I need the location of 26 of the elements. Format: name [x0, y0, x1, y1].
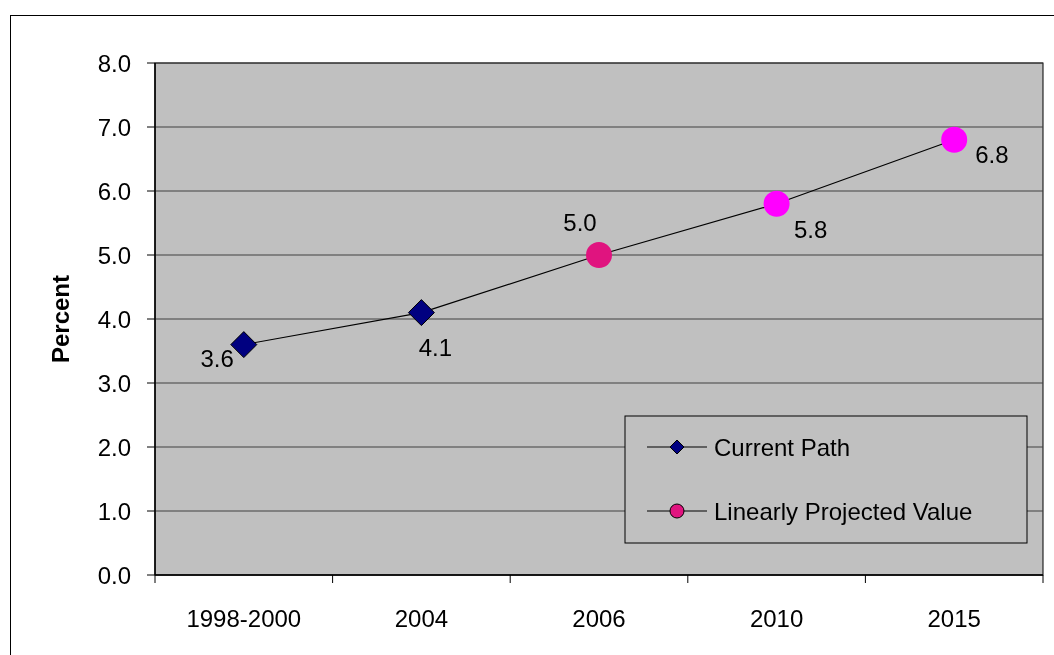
- point: [407, 299, 435, 327]
- y-tick-label: 1.0: [97, 497, 131, 525]
- point: [941, 126, 968, 153]
- x-tick-label: 2006: [572, 604, 626, 632]
- y-tick-label: 8.0: [97, 49, 131, 77]
- x-tick-label: 2010: [749, 604, 804, 632]
- y-axis-title: Percent: [46, 274, 74, 364]
- point: [586, 242, 612, 268]
- y-tick-label: 0.0: [97, 561, 131, 589]
- point: [763, 190, 790, 217]
- x-tick-label: 1998-2000: [186, 604, 302, 632]
- legend-label: Linearly Projected Value: [714, 497, 973, 525]
- data-label: 5.8: [793, 216, 828, 244]
- y-tick-label: 4.0: [97, 305, 131, 333]
- x-tick-label: 2015: [927, 604, 981, 632]
- legend-label: Current Path: [714, 433, 851, 461]
- data-label: 5.0: [563, 208, 597, 236]
- data-label: 6.8: [975, 141, 1009, 169]
- data-label: 4.1: [418, 334, 453, 362]
- y-tick-label: 2.0: [97, 433, 131, 461]
- y-tick-label: 6.0: [97, 177, 131, 205]
- y-tick-label: 5.0: [97, 241, 131, 269]
- y-tick-label: 3.0: [97, 369, 131, 397]
- y-tick-label: 7.0: [97, 113, 131, 141]
- x-tick-label: 2004: [394, 604, 449, 632]
- data-label: 3.6: [200, 345, 234, 373]
